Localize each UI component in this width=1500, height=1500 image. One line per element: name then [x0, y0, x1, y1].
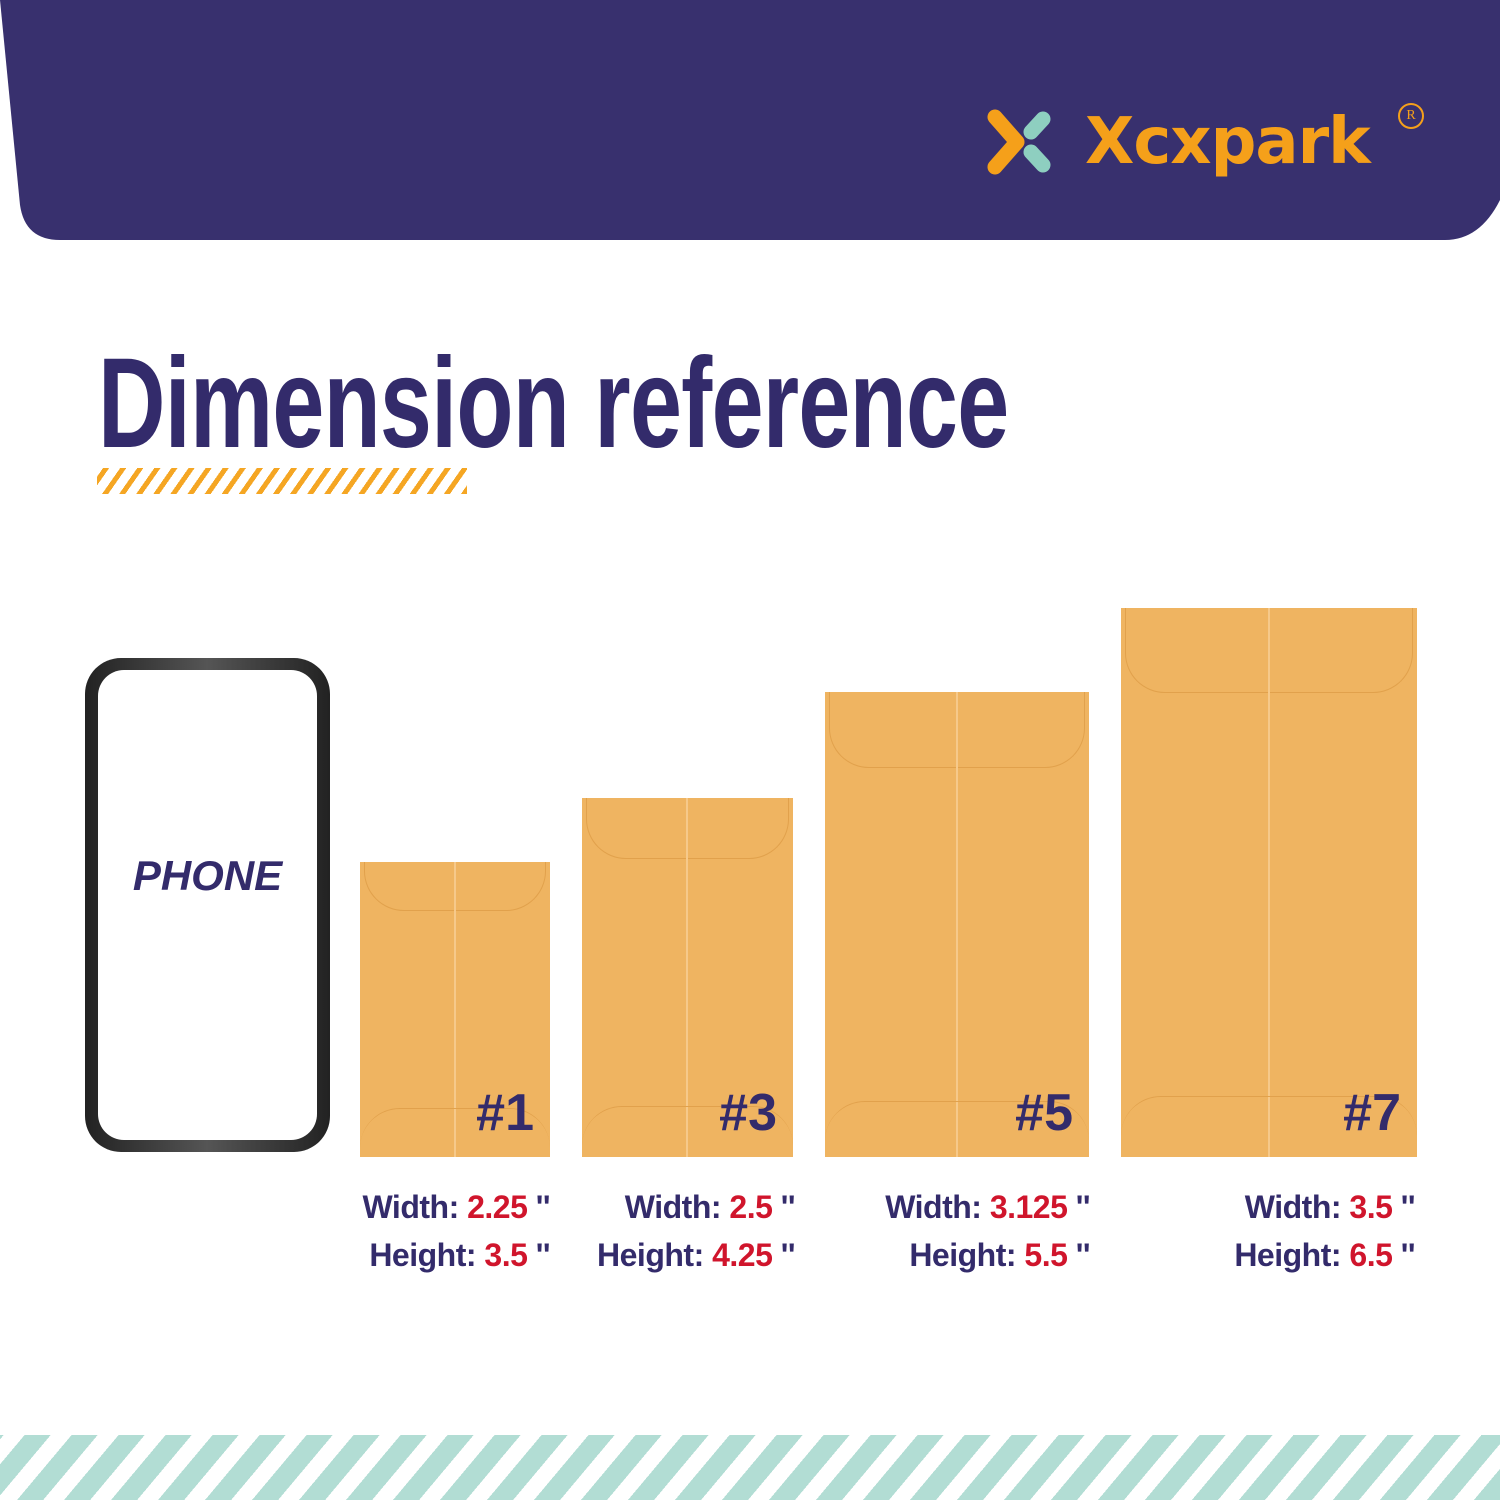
envelope-3-dimensions: Width: 2.5 '' Height: 4.25 ''	[597, 1189, 795, 1273]
envelope-1-dimensions: Width: 2.25 '' Height: 3.5 ''	[362, 1189, 551, 1273]
title-underline-hatch	[97, 468, 467, 494]
envelope-7: #7	[1121, 608, 1417, 1157]
envelope-number: #3	[719, 1084, 777, 1142]
envelope-5: #5	[825, 692, 1089, 1157]
envelope-7-dimensions: Width: 3.5 '' Height: 6.5 ''	[1234, 1189, 1415, 1273]
header-banner	[0, 0, 1500, 240]
envelope-number: #5	[1015, 1084, 1073, 1142]
phone-illustration: PHONE	[85, 658, 330, 1152]
envelope-5-dimensions: Width: 3.125 '' Height: 5.5 ''	[885, 1189, 1090, 1273]
phone-screen: PHONE	[98, 670, 317, 1140]
envelope-number: #1	[476, 1084, 534, 1142]
envelope-3: #3	[582, 798, 793, 1157]
footer-stripes	[0, 1435, 1500, 1500]
registered-mark: R	[1398, 103, 1424, 129]
envelope-1: #1	[360, 862, 550, 1157]
brand-logo: Xcxpark	[985, 105, 1371, 179]
page-title: Dimension reference	[98, 332, 1009, 475]
phone-label: PHONE	[132, 852, 283, 899]
brand-name: Xcxpark	[1085, 105, 1371, 179]
envelope-number: #7	[1343, 1084, 1401, 1142]
logo-mark-icon	[987, 109, 1051, 175]
